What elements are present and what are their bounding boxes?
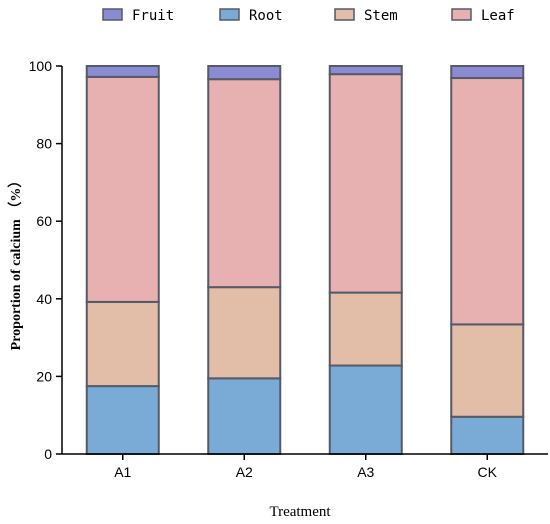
bar-A2-leaf — [207, 78, 282, 289]
bar-CK-root — [450, 415, 525, 456]
bar-A3-stem — [328, 291, 403, 367]
legend-swatch-leaf — [451, 8, 472, 21]
y-tick-label-20: 20 — [36, 368, 52, 384]
x-tick-label-CK: CK — [478, 464, 498, 480]
bar-group-CK — [450, 65, 525, 456]
bar-A1-leaf — [85, 75, 160, 303]
legend-label-root: Root — [249, 8, 283, 24]
bar-group-A2 — [207, 65, 282, 455]
bar-A3-leaf — [328, 73, 403, 294]
y-tick-label-100: 100 — [29, 58, 53, 74]
bar-A2-fruit — [207, 65, 282, 81]
y-tick-label-0: 0 — [44, 446, 52, 462]
x-axis: A1 A2 A3 CK — [62, 453, 548, 480]
bar-group-A1 — [85, 65, 160, 456]
legend: Fruit Root Stem Leaf — [102, 8, 515, 24]
bar-A3-fruit — [328, 65, 403, 76]
legend-swatch-fruit — [102, 8, 123, 21]
y-tick-label-80: 80 — [36, 136, 52, 152]
bars — [85, 65, 525, 456]
bar-A1-root — [85, 385, 160, 456]
bar-CK-stem — [450, 323, 525, 418]
y-tick-label-60: 60 — [36, 213, 52, 229]
x-tick-label-A1: A1 — [114, 464, 131, 480]
bar-CK-fruit — [450, 65, 525, 80]
bar-A2-stem — [207, 286, 282, 380]
legend-label-leaf: Leaf — [481, 8, 515, 24]
bar-A2-root — [207, 377, 282, 455]
x-tick-label-A2: A2 — [236, 464, 253, 480]
legend-swatch-stem — [334, 8, 355, 21]
bar-group-A3 — [328, 65, 403, 456]
y-axis: 0 20 40 60 80 100 — [29, 58, 63, 462]
bar-A1-stem — [85, 300, 160, 388]
legend-label-fruit: Fruit — [132, 8, 174, 24]
y-axis-title: Proportion of calcium （%） — [8, 174, 24, 351]
x-tick-label-A3: A3 — [357, 464, 374, 480]
y-tick-label-40: 40 — [36, 291, 52, 307]
legend-label-stem: Stem — [364, 8, 398, 24]
legend-swatch-root — [219, 8, 240, 21]
bar-A1-fruit — [85, 65, 160, 78]
bar-A3-root — [328, 364, 403, 456]
bar-CK-leaf — [450, 77, 525, 326]
x-axis-title: Treatment — [269, 504, 331, 520]
